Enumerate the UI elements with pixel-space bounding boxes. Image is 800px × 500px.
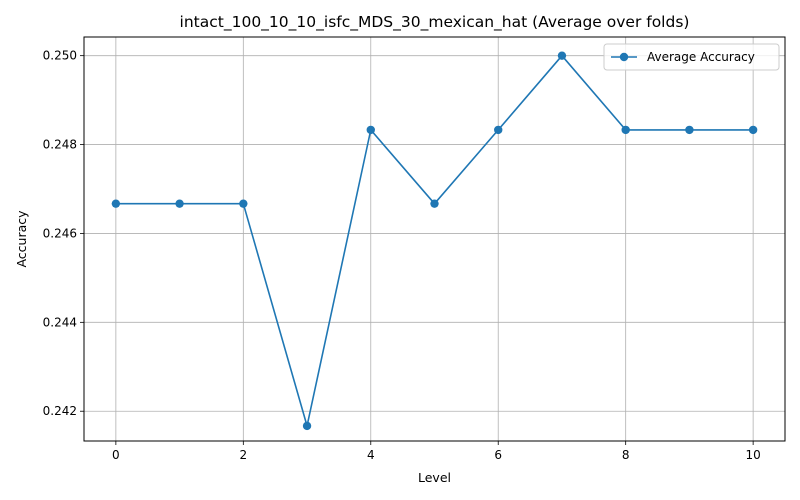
x-tick-label: 8 xyxy=(622,448,630,462)
x-axis-ticks: 0 2 4 6 8 10 xyxy=(112,441,761,462)
legend-marker xyxy=(619,52,629,62)
y-tick-label: 0.250 xyxy=(43,49,77,63)
x-tick-label: 10 xyxy=(745,448,760,462)
legend: Average Accuracy xyxy=(603,43,780,71)
data-point xyxy=(430,199,439,208)
y-tick-label: 0.248 xyxy=(43,138,77,152)
data-point xyxy=(748,125,758,135)
y-tick-label: 0.244 xyxy=(43,315,77,329)
grid xyxy=(84,37,785,441)
legend-box xyxy=(603,43,780,71)
x-tick-label: 2 xyxy=(239,448,247,462)
y-tick-label: 0.246 xyxy=(43,226,77,240)
chart-title: intact_100_10_10_isfc_MDS_30_mexican_hat… xyxy=(180,13,690,32)
series-layer xyxy=(111,51,758,431)
data-point xyxy=(302,421,312,431)
data-point xyxy=(621,125,630,135)
legend-label: Average Accuracy xyxy=(647,50,755,64)
plot-frame xyxy=(83,36,786,442)
x-axis-label: Level xyxy=(418,470,451,485)
y-tick-label: 0.242 xyxy=(43,404,77,418)
data-point xyxy=(366,125,375,135)
y-axis-ticks: 0.242 0.244 0.246 0.248 0.250 xyxy=(43,49,84,418)
y-axis-label: Accuracy xyxy=(14,210,29,268)
x-tick-label: 0 xyxy=(112,448,120,462)
data-point xyxy=(494,125,503,135)
data-point xyxy=(175,199,184,208)
x-tick-label: 6 xyxy=(494,448,502,462)
data-point xyxy=(239,199,248,208)
data-point xyxy=(111,199,121,208)
data-point xyxy=(557,51,567,60)
data-point xyxy=(685,125,694,135)
x-tick-label: 4 xyxy=(367,448,375,462)
